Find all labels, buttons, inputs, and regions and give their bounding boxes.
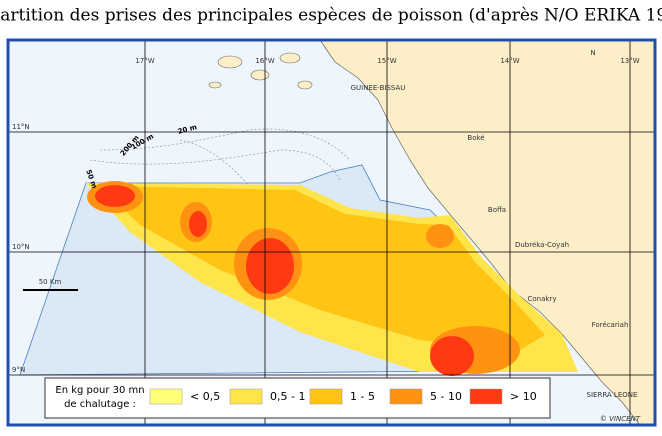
legend-swatch <box>469 388 503 405</box>
graticule <box>8 40 655 425</box>
catch-zone <box>95 185 135 207</box>
legend-label: > 10 <box>510 390 537 403</box>
legend-swatch <box>309 388 343 405</box>
longitude-label: 16°W <box>255 57 274 65</box>
longitude-label: 14°W <box>500 57 519 65</box>
legend-title: En kg pour 30 mn <box>55 385 144 396</box>
scale-label: 50 Km <box>39 278 62 286</box>
legend-swatch <box>229 388 263 405</box>
north-label: N <box>590 49 595 57</box>
frame-border <box>6 38 657 427</box>
legend-swatch <box>389 388 423 405</box>
depth-lines <box>89 128 481 361</box>
legend: En kg pour 30 mn de chalutage : < 0,5 0,5… <box>44 377 551 419</box>
place-label: Conakry <box>528 295 557 303</box>
legend-label: 5 - 10 <box>430 390 462 403</box>
legend-title: de chalutage : <box>64 399 136 410</box>
catch-zone <box>426 224 454 248</box>
longitude-label: 13°W <box>620 57 639 65</box>
land <box>319 39 656 426</box>
legend-items: < 0,5 0,5 - 1 1 - 5 5 - 10 > 10 <box>149 388 537 405</box>
map-frame <box>6 38 657 427</box>
catch-zone <box>430 336 474 376</box>
place-label: Boké <box>467 134 484 142</box>
legend-label: < 0,5 <box>190 390 220 403</box>
longitude-label: 17°W <box>135 57 154 65</box>
place-label: SIERRA LEONE <box>587 391 638 399</box>
place-label: Forécariah <box>592 321 629 329</box>
signature: © VINCENT <box>600 415 641 423</box>
legend-label: 1 - 5 <box>350 390 375 403</box>
longitude-label: 15°W <box>377 57 396 65</box>
catch-zone <box>246 238 294 294</box>
place-label: Dubréka-Coyah <box>515 241 569 249</box>
legend-swatch <box>149 388 183 405</box>
legend-label: 0,5 - 1 <box>270 390 305 403</box>
place-label: GUINEE-BISSAU <box>351 84 406 92</box>
latitude-label: 10°N <box>12 243 30 251</box>
latitude-label: 11°N <box>12 123 30 131</box>
legend-box <box>44 377 551 419</box>
map-title: Répartition des prises des principales e… <box>0 6 662 26</box>
place-label: Boffa <box>488 206 506 214</box>
catch-zone <box>189 211 207 237</box>
islands <box>208 52 313 90</box>
latitude-label: 9°N <box>12 366 25 374</box>
